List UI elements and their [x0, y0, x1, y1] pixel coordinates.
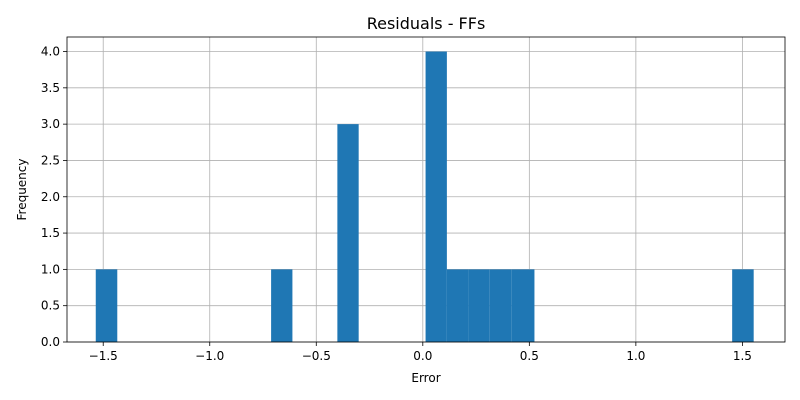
histogram-bar	[732, 269, 754, 342]
x-tick-label: −0.5	[302, 349, 331, 363]
x-tick-label: −1.5	[89, 349, 118, 363]
chart-title: Residuals - FFs	[367, 14, 486, 33]
histogram-bar	[511, 269, 535, 342]
y-tick-label: 4.0	[41, 45, 60, 59]
histogram-bar	[468, 269, 490, 342]
histogram-bar	[95, 269, 118, 342]
y-tick-label: 2.0	[41, 190, 60, 204]
histogram-bar	[425, 51, 447, 343]
histogram-bar	[271, 269, 293, 342]
histogram-bar	[489, 269, 512, 342]
histogram-bar	[446, 269, 469, 342]
y-axis-ticks: 0.0 0.5 1.0 1.5 2.0 2.5 3.0 3.5 4.0	[41, 45, 67, 349]
x-tick-label: 1.5	[733, 349, 752, 363]
plot-frame	[66, 36, 786, 343]
x-tick-label: 0.5	[520, 349, 539, 363]
x-tick-label: 1.0	[626, 349, 645, 363]
x-tick-label: 0.0	[413, 349, 432, 363]
y-tick-label: 1.0	[41, 262, 60, 276]
y-tick-label: 1.5	[41, 226, 60, 240]
y-tick-label: 3.5	[41, 81, 60, 95]
y-axis-label: Frequency	[15, 159, 29, 221]
y-tick-label: 0.5	[41, 299, 60, 313]
x-axis-label: Error	[411, 371, 440, 385]
y-tick-label: 2.5	[41, 153, 60, 167]
y-tick-label: 0.0	[41, 335, 60, 349]
y-tick-label: 3.0	[41, 117, 60, 131]
histogram-bar	[337, 124, 359, 343]
x-axis-ticks: −1.5 −1.0 −0.5 0.0 0.5 1.0 1.5	[89, 342, 752, 363]
x-tick-label: −1.0	[195, 349, 224, 363]
bars	[95, 51, 754, 343]
